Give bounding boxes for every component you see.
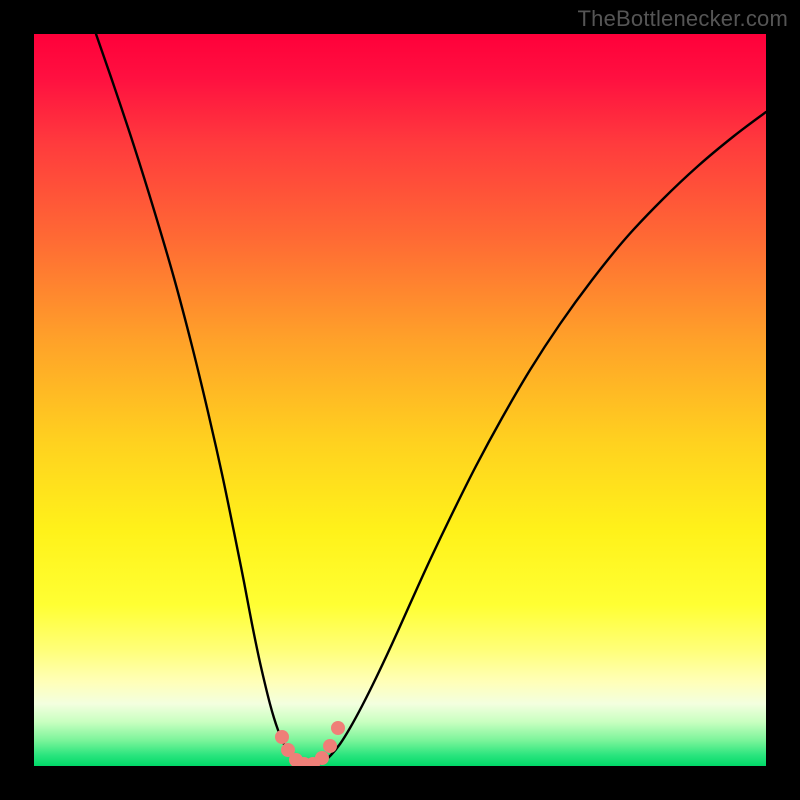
curve-left	[96, 34, 310, 766]
curve-right	[310, 112, 766, 766]
chart-frame: TheBottlenecker.com	[0, 0, 800, 800]
source-watermark: TheBottlenecker.com	[578, 6, 788, 32]
plot-area	[34, 34, 766, 766]
bottleneck-curve	[34, 34, 766, 766]
